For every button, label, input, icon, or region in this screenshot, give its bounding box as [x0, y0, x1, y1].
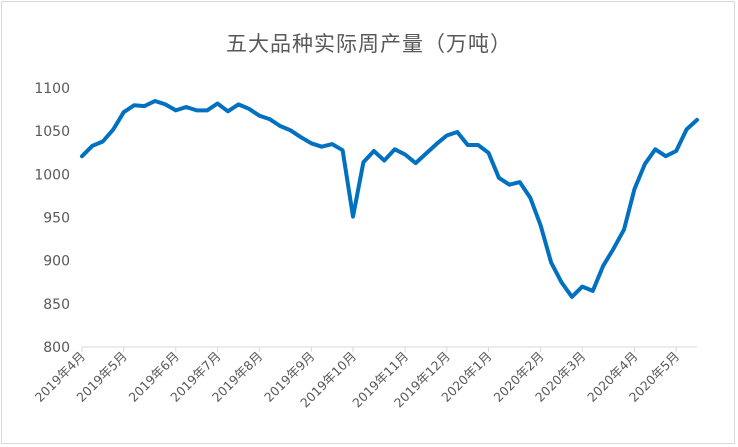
data-point [143, 104, 147, 108]
data-point [424, 152, 428, 156]
data-point [455, 130, 459, 134]
data-point [278, 124, 282, 128]
data-point [111, 127, 115, 131]
data-point [497, 176, 501, 180]
data-point [518, 180, 522, 184]
data-point [268, 117, 272, 121]
data-point [570, 295, 574, 299]
data-point [591, 289, 595, 293]
data-point [341, 148, 345, 152]
data-point [80, 154, 84, 158]
data-point [132, 103, 136, 107]
data-point [434, 142, 438, 146]
data-point [622, 228, 626, 232]
series-line [80, 99, 699, 299]
data-point [372, 149, 376, 153]
data-point [153, 99, 157, 103]
data-point [299, 135, 303, 139]
data-point [226, 109, 230, 113]
chart-title: 五大品种实际周产量（万吨） [226, 32, 512, 56]
data-point [184, 105, 188, 109]
data-point [330, 142, 334, 146]
data-point [247, 107, 251, 111]
y-tick-label: 850 [43, 297, 70, 313]
data-point [580, 285, 584, 289]
data-point [633, 187, 637, 191]
data-point [382, 159, 386, 163]
data-point [320, 145, 324, 149]
y-tick-label: 1050 [34, 124, 70, 140]
data-point [466, 143, 470, 147]
data-point [560, 280, 564, 284]
y-tick-label: 800 [43, 340, 70, 356]
data-point [351, 215, 355, 219]
y-tick-label: 950 [43, 211, 70, 227]
data-point [361, 160, 365, 164]
data-point [403, 153, 407, 157]
data-point [612, 247, 616, 251]
data-point [445, 134, 449, 138]
data-point [507, 183, 511, 187]
data-point [664, 154, 668, 158]
data-point [195, 108, 199, 112]
y-tick-label: 1100 [34, 81, 70, 97]
data-point [205, 108, 209, 112]
data-point [101, 140, 105, 144]
data-point [122, 110, 126, 114]
data-point [414, 161, 418, 165]
data-point [674, 149, 678, 153]
data-point [393, 147, 397, 151]
data-point [539, 223, 543, 227]
data-point [289, 128, 293, 132]
y-tick-label: 900 [43, 254, 70, 270]
data-point [601, 264, 605, 268]
data-point [216, 102, 220, 106]
y-tick-label: 1000 [34, 167, 70, 183]
data-point [685, 127, 689, 131]
data-point [653, 147, 657, 151]
data-point [528, 196, 532, 200]
data-point [257, 114, 261, 118]
data-point [549, 260, 553, 264]
data-point [236, 102, 240, 106]
data-point [174, 108, 178, 112]
data-point [90, 144, 94, 148]
data-point [309, 141, 313, 145]
data-point [476, 143, 480, 147]
data-point [695, 118, 699, 122]
data-point [643, 162, 647, 166]
data-point [163, 102, 167, 106]
data-point [487, 151, 491, 155]
